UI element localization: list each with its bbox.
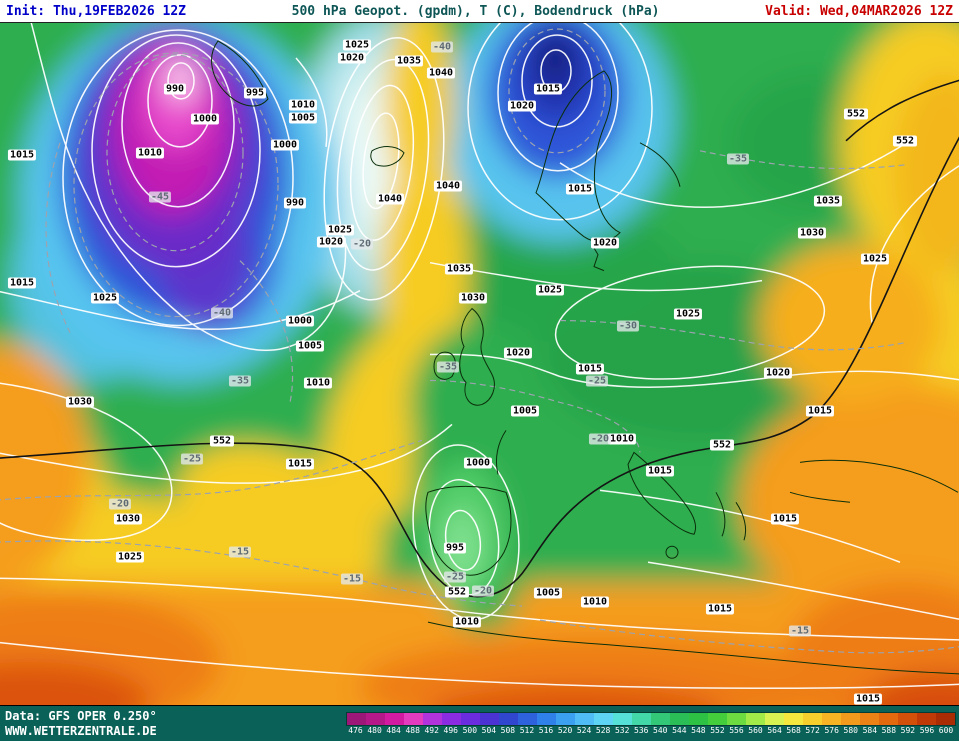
geopotential-552-lines [0, 79, 959, 598]
legend-value: 484 [386, 726, 401, 735]
legend-value: 584 [862, 726, 878, 735]
legend-swatch [879, 713, 898, 725]
legend-color-bar [346, 712, 956, 726]
valid-time-label: Valid: Wed,04MAR2026 12Z [765, 3, 953, 19]
legend-swatch [575, 713, 594, 725]
legend-swatch [537, 713, 556, 725]
legend-value: 496 [443, 726, 458, 735]
legend-value: 512 [519, 726, 535, 735]
legend-value: 488 [405, 726, 420, 735]
legend-swatch [556, 713, 575, 725]
legend-value: 540 [653, 726, 668, 735]
legend-value: 576 [824, 726, 839, 735]
legend-value: 500 [462, 726, 478, 735]
legend-swatch [803, 713, 822, 725]
legend-swatch [613, 713, 632, 725]
geopotential-legend: 476 480 484 488 492 496 500 504 508 512 516 520 524 5… [346, 712, 956, 735]
legend-swatch [442, 713, 461, 725]
legend-swatch [727, 713, 746, 725]
legend-value: 536 [634, 726, 649, 735]
legend-swatch [765, 713, 784, 725]
coastlines [211, 40, 959, 675]
legend-swatch [385, 713, 404, 725]
temperature-lines [0, 28, 959, 654]
legend-value: 528 [595, 726, 611, 735]
legend-swatch [461, 713, 480, 725]
legend-value: 600 [938, 726, 954, 735]
legend-value: 592 [900, 726, 916, 735]
chart-title: 500 hPa Geopot. (gpdm), T (C), Bodendruc… [291, 3, 660, 19]
legend-value: 476 [348, 726, 363, 735]
legend-value: 520 [557, 726, 573, 735]
legend-value: 580 [843, 726, 858, 735]
legend-swatch [822, 713, 841, 725]
header-bar: Init: Thu,19FEB2026 12Z 500 hPa Geopot. … [0, 0, 959, 22]
website-label: WWW.WETTERZENTRALE.DE [5, 723, 157, 738]
legend-swatch [670, 713, 689, 725]
init-time-label: Init: Thu,19FEB2026 12Z [6, 3, 187, 19]
legend-swatch [651, 713, 670, 725]
legend-swatch [480, 713, 499, 725]
legend-value: 572 [805, 726, 820, 735]
map-field-svg [0, 23, 959, 705]
legend-value: 564 [767, 726, 782, 735]
weather-map: 990 995 1000 1010 1005 1000 1010 1015 990 1025 102… [0, 22, 959, 705]
legend-swatch [708, 713, 727, 725]
color-field [0, 23, 959, 705]
legend-swatch [689, 713, 708, 725]
legend-swatch [784, 713, 803, 725]
legend-swatch [917, 713, 936, 725]
legend-value: 524 [576, 726, 592, 735]
legend-value: 596 [919, 726, 935, 735]
legend-swatch [898, 713, 917, 725]
legend-swatch [404, 713, 423, 725]
legend-swatch [632, 713, 651, 725]
legend-swatch [423, 713, 442, 725]
legend-value: 560 [748, 726, 763, 735]
legend-value: 548 [691, 726, 706, 735]
legend-value: 556 [729, 726, 744, 735]
legend-value: 516 [538, 726, 554, 735]
legend-value: 588 [881, 726, 897, 735]
legend-swatch [499, 713, 518, 725]
legend-swatch [594, 713, 613, 725]
legend-value: 552 [710, 726, 725, 735]
legend-swatch [841, 713, 860, 725]
legend-value: 544 [672, 726, 687, 735]
legend-swatch [366, 713, 385, 725]
data-source-label: Data: GFS OPER 0.250° [5, 708, 157, 723]
legend-value: 508 [500, 726, 516, 735]
legend-swatch [860, 713, 879, 725]
legend-value: 532 [614, 726, 630, 735]
legend-swatch [746, 713, 765, 725]
footer-bar: Data: GFS OPER 0.250° WWW.WETTERZENTRALE… [0, 705, 959, 741]
legend-value: 492 [424, 726, 439, 735]
legend-value: 568 [786, 726, 801, 735]
legend-swatch [518, 713, 537, 725]
legend-value-row: 476 480 484 488 492 496 500 504 508 512 516 520 524 5… [346, 726, 956, 735]
legend-swatch [347, 713, 366, 725]
legend-value: 504 [481, 726, 497, 735]
legend-swatch [936, 713, 955, 725]
legend-value: 480 [367, 726, 382, 735]
